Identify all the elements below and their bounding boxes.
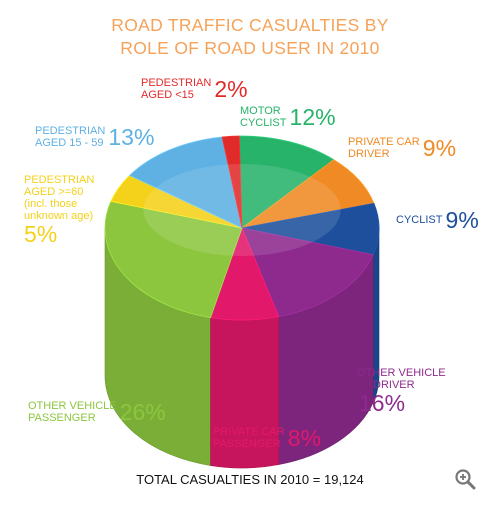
label-pedestrian-60-line-4: unknown age) [24, 210, 94, 222]
label-other-vehicle-passenger-line-1: OTHER VEHICLE [28, 400, 117, 412]
label-other-vehicle-passenger: OTHER VEHICLE PASSENGER 26% [28, 400, 166, 424]
label-pedestrian-60-line-3: (incl. those [24, 198, 78, 210]
label-other-vehicle-driver-line-1: OTHER VEHICLE [357, 367, 446, 379]
label-pedestrian-60-line-1: PEDESTRIAN [24, 174, 95, 186]
label-pedestrian-60: PEDESTRIAN AGED >=60 (incl. those unknow… [24, 174, 94, 246]
chart-title-line-2: ROLE OF ROAD USER IN 2010 [120, 38, 380, 58]
label-other-vehicle-driver-line-2: DRIVER [373, 379, 415, 391]
pct-private-car-driver: 9% [422, 135, 457, 161]
label-private-car-driver-line-1: PRIVATE CAR [348, 136, 420, 148]
label-motor-cyclist-line-1: MOTOR [240, 105, 281, 117]
pie-slice-other-vehicle-passenger [104, 200, 243, 318]
label-private-car-passenger: PRIVATE CAR PASSENGER 8% [213, 426, 321, 450]
label-other-vehicle-passenger-line-2: PASSENGER [28, 412, 96, 424]
label-pedestrian-15-59: PEDESTRIAN AGED 15 - 59 13% [35, 125, 154, 149]
label-pedestrian-15-59-line-2: AGED 15 - 59 [35, 137, 104, 149]
pct-motor-cyclist: 12% [289, 104, 336, 130]
pie-sides [104, 227, 380, 469]
label-pedestrian-60-line-2: AGED >=60 [24, 186, 84, 198]
pct-private-car-passenger: 8% [287, 425, 322, 451]
pct-pedestrian-under-15: 2% [214, 76, 248, 102]
label-private-car-driver: PRIVATE CAR DRIVER 9% [348, 136, 456, 160]
label-private-car-driver-line-2: DRIVER [348, 148, 390, 160]
label-cyclist: CYCLIST 9% [396, 208, 479, 232]
label-pedestrian-under-15-line-1: PEDESTRIAN [141, 77, 212, 89]
label-private-car-passenger-line-1: PRIVATE CAR [213, 426, 285, 438]
pct-pedestrian-60: 5% [24, 221, 58, 247]
pct-other-vehicle-passenger: 26% [119, 399, 166, 425]
pie-slice-pedestrian-aged-15-59 [128, 136, 243, 229]
label-pedestrian-under-15-line-2: AGED <15 [141, 89, 194, 101]
label-other-vehicle-driver: OTHER VEHICLE DRIVER 16% [357, 367, 446, 415]
label-pedestrian-15-59-line-1: PEDESTRIAN [35, 125, 106, 137]
label-private-car-passenger-line-2: PASSENGER [213, 438, 281, 450]
pie-slice-pedestrian-aged-15 [221, 135, 243, 229]
pct-other-vehicle-driver: 16% [359, 390, 406, 416]
pie-tops [104, 135, 380, 321]
chart-title: ROAD TRAFFIC CASUALTIES BY ROLE OF ROAD … [0, 14, 500, 60]
pie-highlight [143, 164, 341, 256]
label-cyclist-line-1: CYCLIST [396, 214, 443, 226]
pie-slice-other-vehicle-driver [241, 227, 374, 318]
pie-slice-motor-cyclist [238, 135, 335, 229]
total-casualties-footer: TOTAL CASUALTIES IN 2010 = 19,124 [136, 472, 364, 487]
magnifier-plus-icon[interactable] [454, 468, 476, 490]
label-motor-cyclist: MOTOR CYCLIST 12% [240, 105, 336, 129]
chart-title-line-1: ROAD TRAFFIC CASUALTIES BY [111, 15, 389, 35]
label-motor-cyclist-line-2: CYCLIST [240, 117, 287, 129]
pct-pedestrian-15-59: 13% [108, 124, 155, 150]
label-pedestrian-under-15: PEDESTRIAN AGED <15 2% [141, 77, 248, 101]
pct-cyclist: 9% [445, 207, 479, 233]
